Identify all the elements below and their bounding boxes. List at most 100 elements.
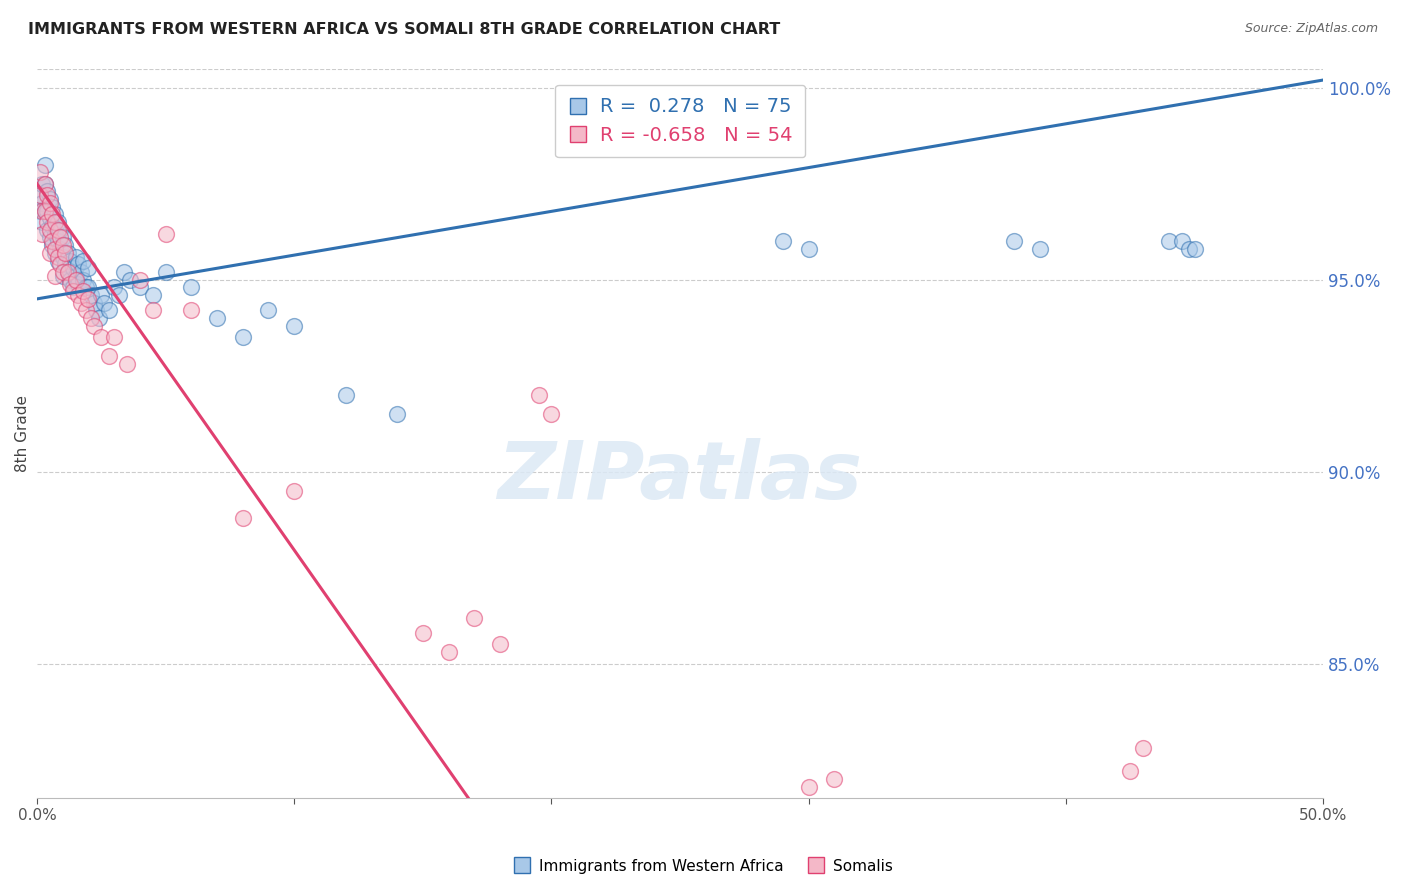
Point (44, 215, 66, 229)
Point (41, 207, 63, 221)
Point (34, 177, 56, 191)
Point (155, 227, 177, 241)
Point (69, 295, 91, 310)
Point (1119, 764, 1142, 779)
Point (37, 188, 59, 202)
Point (118, 273, 141, 287)
Point (46, 235, 69, 249)
Point (44, 207, 66, 221)
Point (44, 227, 66, 241)
Point (28, 165, 51, 179)
Point (283, 318, 305, 333)
Point (62, 280, 84, 294)
Point (65, 250, 87, 264)
Point (412, 626, 434, 640)
Point (527, 388, 550, 402)
Point (232, 330, 254, 344)
Point (31, 203, 53, 218)
Point (62, 261, 84, 276)
Point (41, 235, 63, 249)
Point (38, 211, 60, 226)
Point (180, 280, 202, 294)
Point (108, 288, 131, 302)
Point (28, 188, 51, 202)
Point (1157, 235, 1180, 249)
Point (93, 295, 115, 310)
Point (59, 277, 82, 291)
Y-axis label: 8th Grade: 8th Grade (15, 395, 30, 472)
Point (37, 215, 59, 229)
Point (489, 638, 512, 652)
Point (103, 280, 125, 294)
Point (75, 280, 97, 294)
Point (52, 238, 75, 252)
Point (65, 273, 87, 287)
Point (142, 303, 165, 318)
Point (83, 318, 105, 333)
Point (41, 200, 63, 214)
Point (59, 273, 82, 287)
Point (38, 195, 60, 210)
Point (797, 242, 820, 256)
Point (53, 257, 76, 271)
Point (232, 510, 254, 524)
Point (49, 242, 72, 256)
Point (335, 388, 357, 402)
Point (49, 257, 72, 271)
Text: Source: ZipAtlas.com: Source: ZipAtlas.com (1244, 22, 1378, 36)
Point (75, 303, 97, 318)
Point (98, 303, 121, 318)
Point (44, 268, 66, 283)
Point (31, 215, 53, 229)
Point (34, 203, 56, 218)
Point (1184, 242, 1206, 256)
Point (46, 215, 69, 229)
Point (41, 219, 63, 233)
Point (56, 265, 79, 279)
Point (1004, 235, 1026, 249)
Point (385, 407, 408, 421)
Point (90, 330, 112, 344)
Point (1170, 235, 1192, 249)
Point (59, 253, 82, 268)
Point (38, 192, 60, 206)
Point (155, 265, 177, 279)
Point (1178, 242, 1201, 256)
Point (77, 261, 100, 276)
Point (90, 288, 112, 302)
Point (84, 303, 107, 318)
Legend: Immigrants from Western Africa, Somalis: Immigrants from Western Africa, Somalis (508, 853, 898, 880)
Point (103, 330, 125, 344)
Point (31, 195, 53, 210)
Point (52, 230, 75, 244)
Point (41, 238, 63, 252)
Point (53, 245, 76, 260)
Point (128, 273, 150, 287)
Point (72, 284, 94, 298)
Point (53, 238, 76, 252)
Point (62, 284, 84, 298)
Point (46, 250, 69, 264)
Legend: R =  0.278   N = 75, R = -0.658   N = 54: R = 0.278 N = 75, R = -0.658 N = 54 (555, 85, 806, 157)
Point (823, 772, 845, 786)
Point (87, 311, 110, 326)
Point (283, 483, 305, 498)
Text: IMMIGRANTS FROM WESTERN AFRICA VS SOMALI 8TH GRADE CORRELATION CHART: IMMIGRANTS FROM WESTERN AFRICA VS SOMALI… (28, 22, 780, 37)
Point (37, 203, 59, 218)
Point (38, 223, 60, 237)
Point (49, 223, 72, 237)
Point (128, 280, 150, 294)
Point (67, 277, 90, 291)
Point (52, 250, 75, 264)
Point (46, 223, 69, 237)
Point (38, 245, 60, 260)
Point (437, 645, 460, 659)
Point (257, 303, 280, 318)
Point (34, 203, 56, 218)
Point (49, 230, 72, 244)
Point (31, 177, 53, 191)
Point (72, 253, 94, 268)
Point (1132, 741, 1154, 756)
Point (98, 350, 121, 364)
Point (28, 203, 51, 218)
